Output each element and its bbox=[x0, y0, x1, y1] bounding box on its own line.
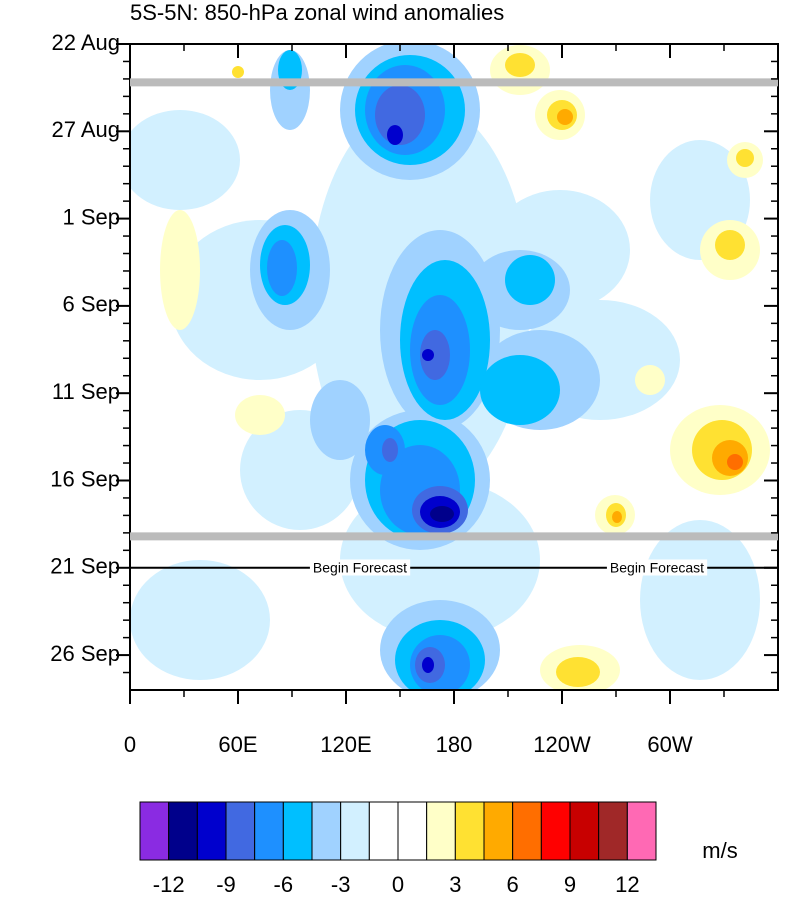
x-tick-label: 0 bbox=[124, 732, 136, 757]
chart-title: 5S-5N: 850-hPa zonal wind anomalies bbox=[130, 0, 504, 25]
colorbar-box bbox=[483, 801, 514, 861]
colorbar-tick-label: 6 bbox=[507, 872, 519, 897]
annotation: Begin Forecast bbox=[610, 559, 704, 575]
colorbar-box bbox=[454, 801, 485, 861]
colorbar-box bbox=[540, 801, 571, 861]
colorbar-box bbox=[368, 801, 399, 861]
y-tick-label: 26 Sep bbox=[50, 641, 120, 666]
colorbar-box bbox=[168, 801, 198, 861]
colorbar-tick-label: 9 bbox=[564, 872, 576, 897]
colorbar-tick-label: -9 bbox=[216, 872, 236, 897]
y-tick-label: 11 Sep bbox=[52, 379, 120, 404]
colorbar-box bbox=[626, 801, 657, 861]
colorbar-tick-label: -12 bbox=[153, 872, 185, 897]
colorbar-box bbox=[512, 801, 542, 861]
colorbar-box bbox=[282, 801, 313, 861]
x-tick-label: 180 bbox=[436, 732, 473, 757]
colorbar-box bbox=[340, 801, 370, 861]
annotation: Begin Forecast bbox=[313, 559, 407, 575]
colorbar-box bbox=[254, 801, 284, 861]
colorbar-box bbox=[397, 801, 428, 861]
y-tick-label: 1 Sep bbox=[63, 204, 121, 229]
y-tick-label: 21 Sep bbox=[50, 554, 120, 579]
annotation-bg bbox=[606, 559, 708, 576]
colorbar-box bbox=[311, 801, 342, 861]
y-tick-label: 27 Aug bbox=[51, 117, 120, 142]
colorbar-tick-label: -6 bbox=[274, 872, 294, 897]
y-tick-label: 16 Sep bbox=[50, 466, 120, 491]
colorbar-box bbox=[598, 801, 628, 861]
colorbar-tick-label: -3 bbox=[331, 872, 351, 897]
colorbar-tick-label: 12 bbox=[615, 872, 639, 897]
annotation-bg bbox=[309, 559, 411, 576]
colorbar-box bbox=[196, 801, 227, 861]
colorbar-label: m/s bbox=[702, 838, 737, 863]
colorbar-box bbox=[569, 801, 600, 861]
x-tick-label: 60W bbox=[647, 732, 692, 757]
x-tick-label: 60E bbox=[218, 732, 257, 757]
y-tick-label: 6 Sep bbox=[63, 292, 121, 317]
colorbar-tick-label: 3 bbox=[449, 872, 461, 897]
x-tick-label: 120E bbox=[320, 732, 371, 757]
colorbar-tick-label: 0 bbox=[392, 872, 404, 897]
colorbar-box bbox=[426, 801, 456, 861]
y-tick-label: 22 Aug bbox=[51, 30, 120, 55]
colorbar-box bbox=[139, 801, 170, 861]
x-tick-label: 120W bbox=[533, 732, 591, 757]
contour-field bbox=[130, 44, 770, 690]
colorbar-box bbox=[225, 801, 256, 861]
